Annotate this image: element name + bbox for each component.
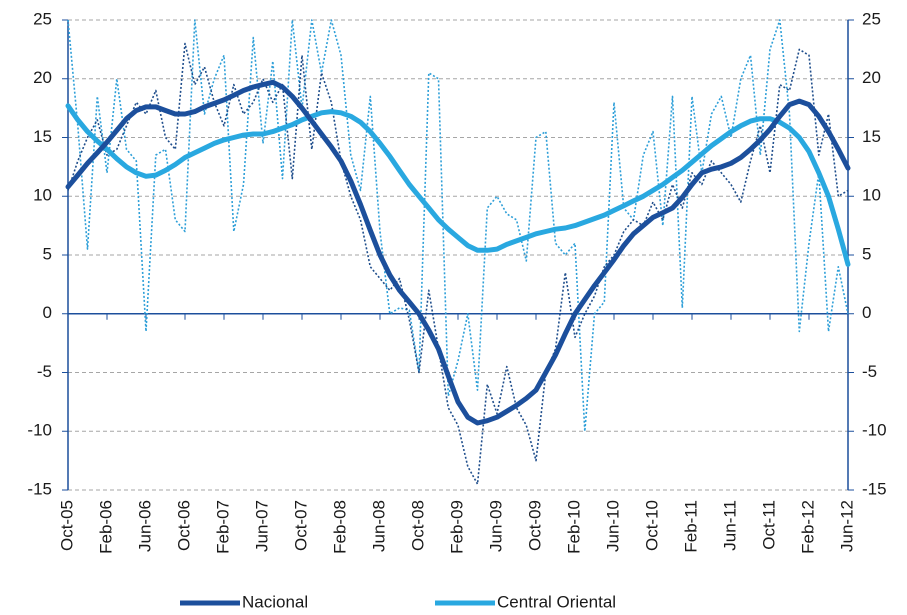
- x-tick-label: Jun-12: [837, 500, 856, 552]
- dotted-line: [67, 19, 849, 433]
- y2-tick-label: 0: [862, 303, 871, 322]
- x-tick-label: Feb-06: [96, 500, 115, 554]
- y2-tick-label: 20: [862, 68, 881, 87]
- x-tick-label: Feb-08: [330, 500, 349, 554]
- y-tick-label: 10: [33, 186, 52, 205]
- x-tick-label: Feb-10: [564, 500, 583, 554]
- x-tick-label: Oct-06: [174, 500, 193, 551]
- x-tick-label: Oct-05: [57, 500, 76, 551]
- y-tick-label: 0: [43, 303, 52, 322]
- x-tick-label: Oct-09: [525, 500, 544, 551]
- y-tick-label: 20: [33, 68, 52, 87]
- y2-tick-label: -15: [862, 479, 887, 498]
- trend-line: [65, 103, 851, 267]
- y2-tick-label: -5: [862, 362, 877, 381]
- x-tick-label: Feb-11: [681, 500, 700, 553]
- y2-tick-label: 25: [862, 9, 881, 28]
- x-tick-label: Jun-11: [720, 500, 739, 551]
- y-tick-label: -10: [27, 421, 52, 440]
- x-tick-label: Feb-07: [213, 500, 232, 554]
- y-tick-label: 5: [43, 244, 52, 263]
- y-tick-label: 25: [33, 9, 52, 28]
- legend-label: Nacional: [242, 592, 308, 611]
- x-tick-label: Oct-07: [291, 500, 310, 551]
- y-tick-label: -15: [27, 479, 52, 498]
- y2-tick-label: 15: [862, 127, 881, 146]
- y2-tick-label: -10: [862, 421, 887, 440]
- x-tick-label: Oct-08: [408, 500, 427, 551]
- x-tick-label: Jun-07: [252, 500, 271, 552]
- y2-tick-label: 10: [862, 186, 881, 205]
- x-tick-label: Feb-09: [447, 500, 466, 554]
- x-tick-label: Jun-09: [486, 500, 505, 552]
- x-tick-label: Oct-11: [759, 500, 778, 550]
- legend-label: Central Oriental: [497, 592, 616, 611]
- x-tick-label: Jun-06: [135, 500, 154, 552]
- x-tick-label: Jun-08: [369, 500, 388, 552]
- y-tick-label: 15: [33, 127, 52, 146]
- trend-line: [65, 79, 851, 426]
- x-tick-label: Jun-10: [603, 500, 622, 552]
- x-tick-label: Oct-10: [642, 500, 661, 551]
- y-tick-label: -5: [37, 362, 52, 381]
- y2-tick-label: 5: [862, 244, 871, 263]
- dotted-line: [67, 42, 849, 485]
- x-tick-label: Feb-12: [798, 500, 817, 554]
